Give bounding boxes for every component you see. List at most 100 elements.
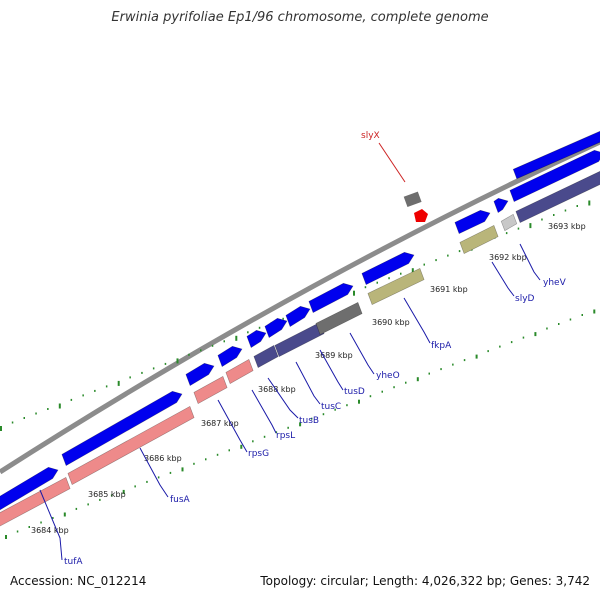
slyX-red-feature [414,209,428,222]
outer-scale-tick [164,362,167,365]
scale-tick [169,471,172,474]
outer-scale-tick [576,205,578,207]
gene-label-yheV: yheV [543,278,567,288]
outer-scale-tick [94,389,96,392]
outer-scale-tick [564,209,567,212]
scale-tick [16,530,19,533]
leader-tusB [267,377,299,419]
scale-labels: 3684 kbp 3685 kbp 3686 kbp 3687 kbp 3688… [31,222,586,535]
scale-tick [593,309,596,314]
outer-scale-tick [11,421,14,424]
scale-tick [546,327,548,330]
gray-feature [315,301,363,336]
scale-tick [216,453,219,456]
outer-scale-tick [82,394,84,397]
outer-scale-tick [364,286,367,289]
cds-feature [246,329,267,349]
scale-tick [157,476,160,479]
outer-scale-tick [517,227,520,230]
cds-feature [454,209,491,235]
outer-scale-tick [423,263,425,266]
outer-scale-tick [200,349,202,352]
outer-scale-tick [435,259,437,262]
scale-tick [28,526,30,528]
outer-scale-tick [152,367,155,370]
outer-scale-tick [0,426,2,431]
outer-scale-tick [588,200,591,206]
pink-feature [193,375,228,405]
scale-tick [228,449,230,452]
olive-feature [459,224,499,255]
scale-tick [310,417,313,420]
gene-label-slyX: slyX [361,131,380,141]
leader-tufA [39,489,63,561]
gene-label-slyD: slyD [515,294,535,304]
scale-tick [252,440,254,443]
cds-feature [285,305,311,328]
leader-rpsG [217,399,248,453]
scale-tick [275,431,278,434]
cds-feature [308,282,354,314]
gene-label-tufA: tufA [64,557,83,567]
outer-scale-tick [47,408,49,410]
scale-label: 3690 kbp [372,318,410,327]
scale-tick [405,381,407,384]
gene-label-tusB: tusB [299,416,319,426]
scale-label: 3687 kbp [201,419,239,428]
outer-scale-tick [376,281,378,284]
scale-tick [346,404,348,407]
scale-label: 3692 kbp [489,253,527,262]
scale-tick [581,314,583,316]
scale-tick [334,408,336,411]
scale-tick [63,512,66,517]
scale-tick [263,435,266,438]
scale-tick [287,426,289,429]
scale-tick [52,517,54,519]
outer-scale-tick [58,403,61,409]
scale-tick [122,489,125,494]
scale-tick [381,390,383,393]
accession-text: Accession: NC_012214 [10,574,147,588]
purple-feature [515,170,600,224]
scale-label: 3686 kbp [144,454,182,463]
leader-slyD [491,261,515,297]
scale-tick [322,413,325,416]
leader-fkpA [403,297,431,344]
scale-tick [369,395,372,398]
cds-feature [509,149,600,203]
leader-yheO [349,332,375,375]
outer-scale-tick [505,232,508,235]
scale-tick [87,503,89,506]
outer-scale-tick [553,214,555,216]
outer-scale-tick [70,398,73,401]
outer-scale-tick [35,412,37,415]
outer-scale-tick [176,358,179,364]
genome-summary-text: Topology: circular; Length: 4,026,322 bp… [260,574,590,588]
scale-tick [452,363,454,366]
outer-scale-tick [447,254,449,257]
outer-scale-tick [541,218,543,221]
outer-scale-tick [282,317,284,320]
outer-scale-tick [23,417,25,419]
purple-feature [274,321,325,358]
leader-tusC [295,361,321,405]
outer-scale-tick [211,344,214,347]
genome-backbone [0,139,600,475]
cds-feature [0,466,59,511]
outer-scale-tick [353,290,355,296]
scale-ticks [5,309,596,539]
cds-feature [264,317,288,339]
outer-scale-tick [129,376,131,379]
scale-tick [487,350,489,353]
scale-tick [463,359,466,362]
pink-feature [67,405,195,486]
outer-scale-tick [388,277,390,280]
outer-scale-tick [141,371,143,374]
pink-feature [0,476,71,527]
gene-label-tusC: tusC [321,402,341,412]
cds-feature [512,130,600,180]
scale-tick [534,332,537,337]
scale-tick [146,480,148,483]
scale-label: 3689 kbp [315,351,353,360]
